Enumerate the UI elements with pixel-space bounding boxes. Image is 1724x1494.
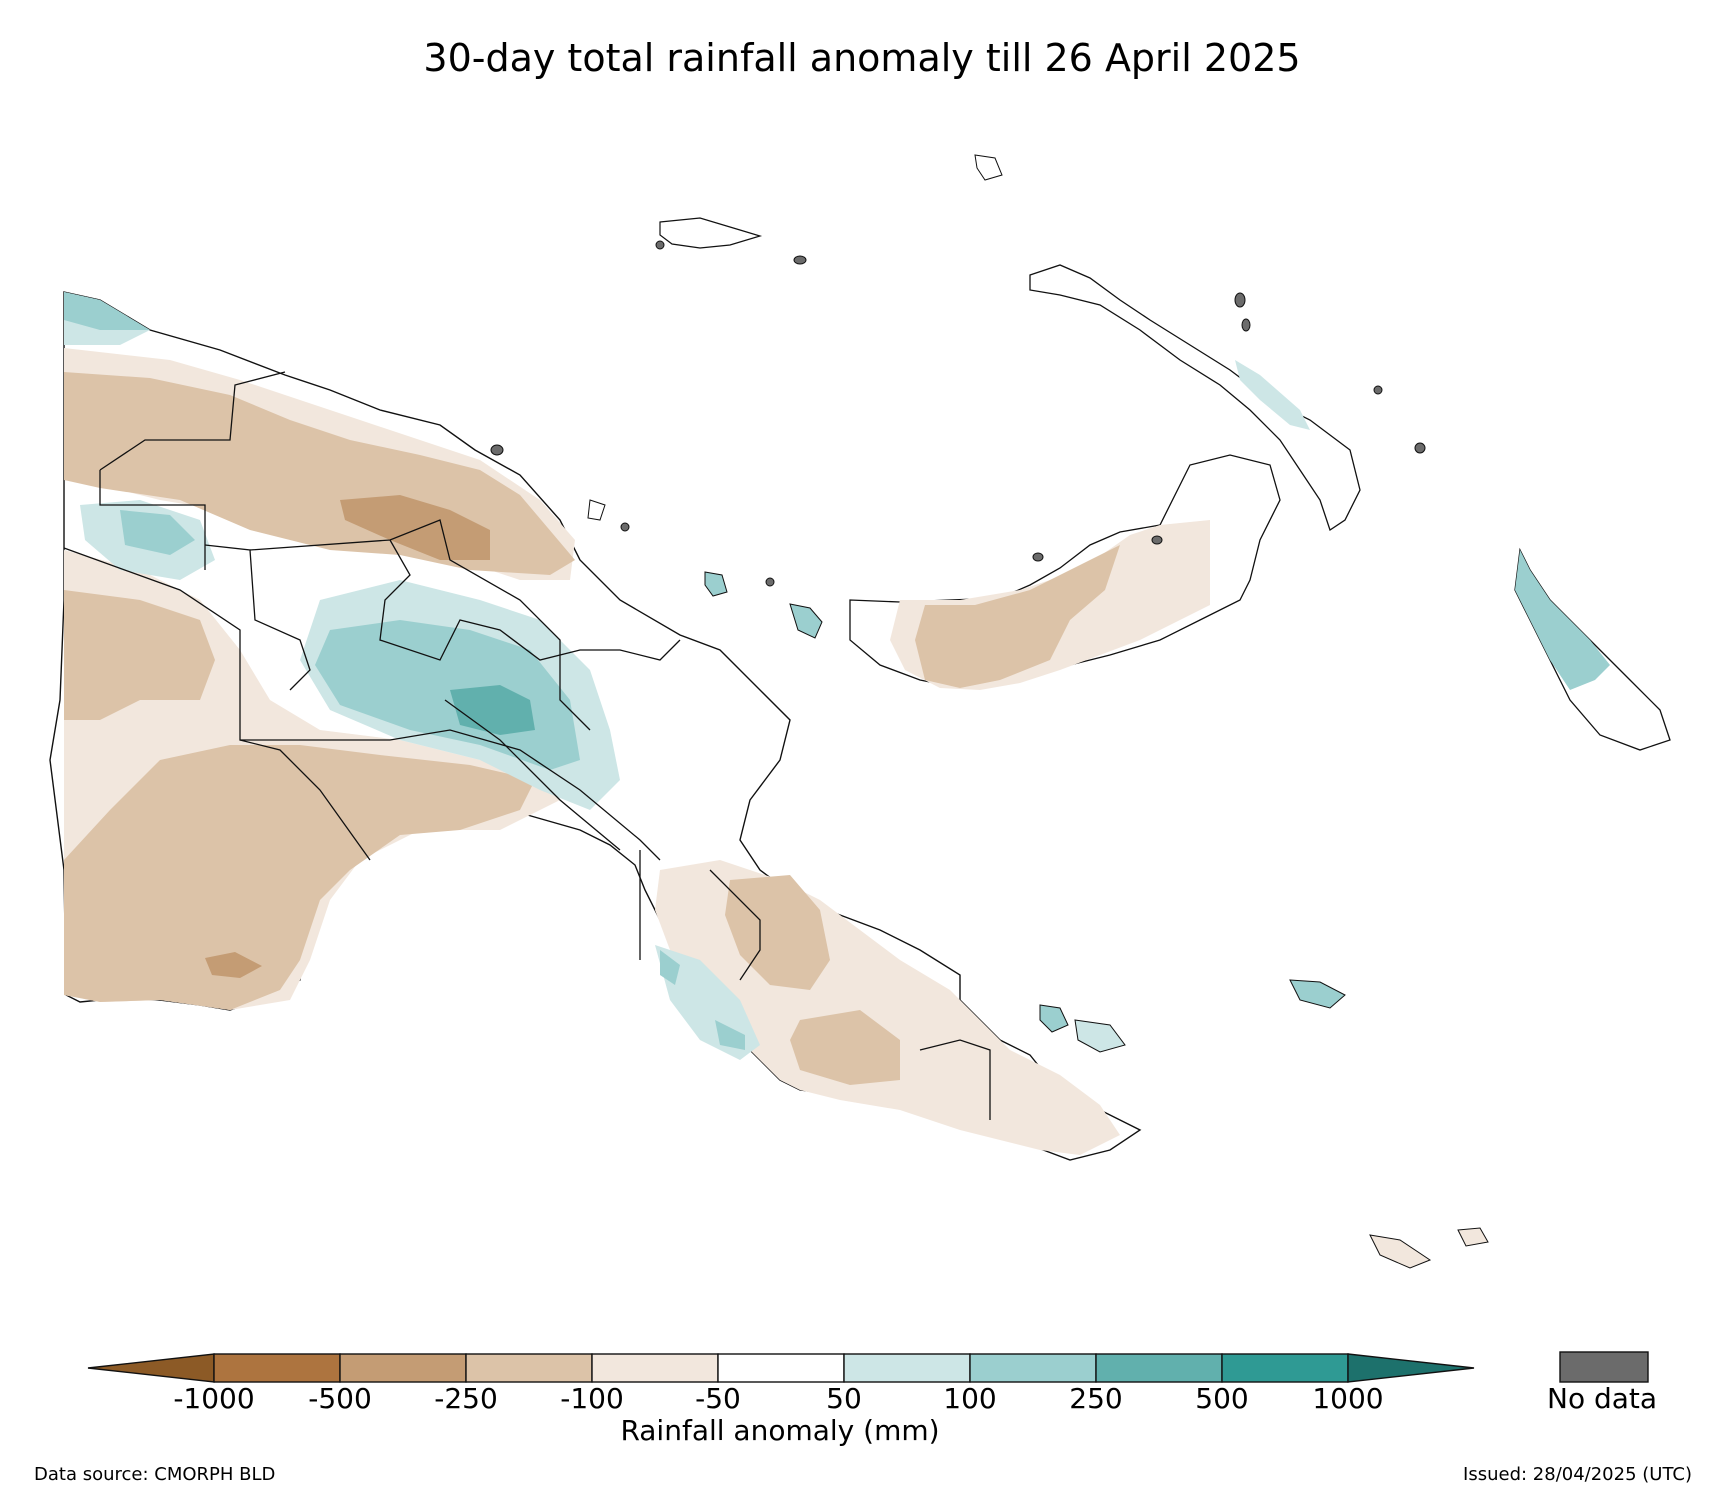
colorbar-bin-4	[591, 1353, 719, 1383]
colorbar-tick-label: 1000	[1312, 1382, 1384, 1415]
anomaly-region-new-ireland	[1235, 360, 1310, 430]
colorbar-tick-label: -1000	[173, 1382, 255, 1415]
manus-island	[659, 217, 763, 249]
colorbar-tick-label: -100	[560, 1382, 624, 1415]
anomaly-region-neg-sw-core	[64, 590, 215, 720]
no-data-islands	[490, 240, 1426, 587]
colorbar-tick-label: -250	[434, 1382, 498, 1415]
colorbar-bin-9	[1221, 1353, 1349, 1383]
colorbar-tick-label: 50	[826, 1382, 862, 1415]
small-island-3	[1039, 1004, 1069, 1033]
anomaly-region-pos-east-coast-core	[660, 950, 745, 1050]
colorbar-tick-label: -500	[308, 1382, 372, 1415]
map-title: 30-day total rainfall anomaly till 26 Ap…	[423, 36, 1301, 80]
issued-date-note: Issued: 28/04/2025 (UTC)	[1463, 1464, 1692, 1485]
colorbar-tick-label: 100	[943, 1382, 997, 1415]
anomaly-region-neg-nw-peak	[340, 495, 490, 560]
small-island-9	[587, 499, 606, 521]
anomaly-region-pos-highlands-core	[450, 685, 535, 735]
anomaly-region-pos-west-core	[120, 510, 195, 555]
colorbar	[87, 1351, 1649, 1383]
colorbar-bin-7	[969, 1353, 1097, 1383]
anomaly-region-new-britain-core	[915, 545, 1120, 688]
province-boundaries	[63, 371, 991, 1120]
small-island-6	[1369, 1234, 1432, 1269]
colorbar-tick-label: 500	[1195, 1382, 1249, 1415]
small-island-4	[1074, 1019, 1126, 1053]
colorbar-tick-label: -50	[695, 1382, 741, 1415]
anomaly-region-bougainville	[1515, 550, 1610, 690]
colorbar-bin-8	[1095, 1353, 1223, 1383]
colorbar-extend-low	[87, 1353, 215, 1383]
colorbar-bin-3	[465, 1353, 593, 1383]
colorbar-axis-label: Rainfall anomaly (mm)	[620, 1414, 940, 1447]
anomaly-region-neg-east-mainland-core	[725, 875, 900, 1085]
new-ireland-island	[1029, 264, 1361, 532]
no-data-swatch	[1559, 1351, 1649, 1383]
colorbar-bin-5	[717, 1353, 845, 1383]
data-source-note: Data source: CMORPH BLD	[34, 1464, 276, 1485]
colorbar-bin-2	[339, 1353, 467, 1383]
small-island-1	[704, 571, 728, 597]
colorbar-bin-6	[843, 1353, 971, 1383]
anomaly-region-neg-south-peak	[205, 952, 262, 978]
anomaly-region-neg-south	[64, 745, 535, 1010]
small-island-2	[789, 603, 823, 639]
colorbar-extend-high	[1347, 1353, 1475, 1383]
no-data-label: No data	[1547, 1382, 1658, 1415]
colorbar-tick-label: 250	[1069, 1382, 1123, 1415]
small-island-5	[1289, 979, 1346, 1009]
small-island-7	[1457, 1227, 1489, 1247]
small-island-8	[974, 154, 1003, 181]
colorbar-bin-1	[213, 1353, 341, 1383]
anomaly-region-pos-nw-core	[64, 292, 150, 330]
